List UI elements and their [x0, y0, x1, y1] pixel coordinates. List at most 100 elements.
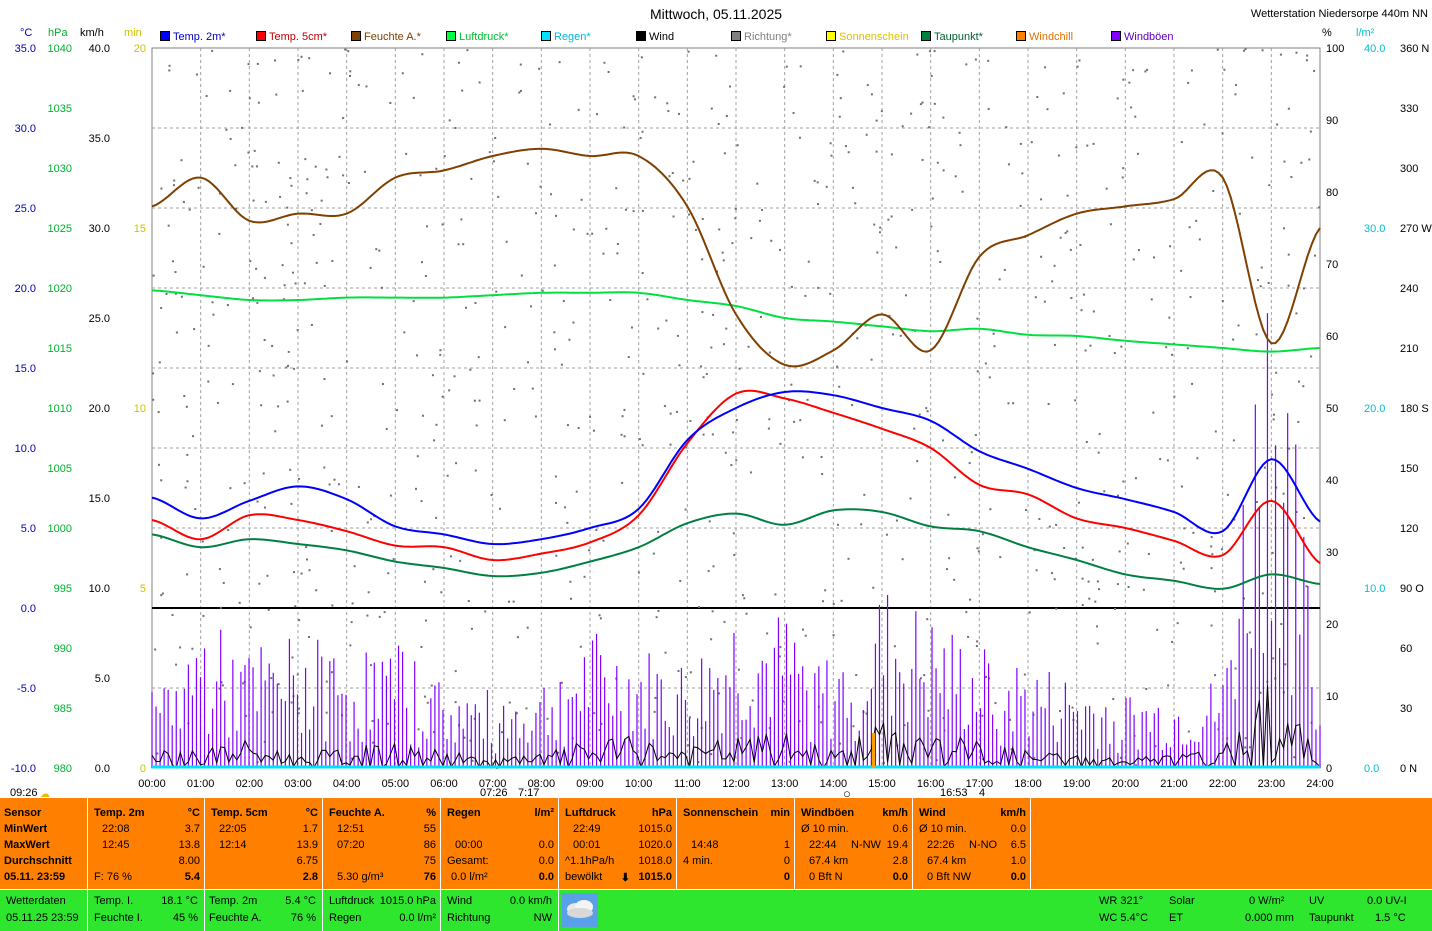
direction-dot [415, 487, 418, 490]
direction-dot [296, 673, 299, 676]
axis-tick-label: 40.0 [1364, 43, 1385, 55]
direction-dot [1088, 597, 1091, 600]
direction-dot [778, 655, 781, 658]
direction-dot [229, 89, 232, 92]
direction-dot [500, 731, 503, 734]
current-col: Temp. 2m 5.4 °C Feuchte A. 76 % [205, 890, 323, 931]
stats-header: Luftdruck [565, 807, 616, 819]
direction-dot [1092, 142, 1095, 145]
direction-dot [638, 438, 641, 441]
legend-swatch [256, 31, 266, 41]
direction-dot [555, 554, 558, 557]
current-datetime: 05.11.25 23:59 [6, 912, 79, 924]
direction-dot [369, 664, 372, 667]
direction-dot [602, 252, 605, 255]
legend-label: Luftdruck* [459, 31, 509, 43]
direction-dot [1168, 316, 1171, 319]
direction-dot [412, 300, 415, 303]
direction-dot [286, 206, 289, 209]
stats-current: 0.0 [892, 871, 908, 883]
direction-dot [790, 285, 793, 288]
sunset-num-label: 4 [979, 787, 986, 799]
direction-dot [876, 251, 879, 254]
x-tick-label: 00:00 [138, 778, 166, 790]
stats-value: 75 [423, 855, 436, 867]
legend-item: Temp. 2m* [160, 31, 226, 43]
direction-dot [160, 307, 163, 310]
axis-tick-label: 0.0 [21, 603, 36, 615]
stats-extra: 0 Bft N [809, 871, 843, 883]
direction-dot [1094, 600, 1097, 603]
chart: 35.0 30.0 25.0 20.0 15.0 10.0 5.0 0.0 -5.0 -10.0 1… [11, 43, 1432, 790]
direction-dot [329, 72, 332, 75]
direction-dot [470, 177, 473, 180]
direction-dot [1118, 550, 1121, 553]
axis-tick-label: 15.0 [89, 493, 110, 505]
stats-time: 22:49 [573, 823, 601, 835]
stats-unit: °C [305, 807, 318, 819]
direction-dot [1295, 511, 1298, 514]
direction-dot [623, 126, 626, 129]
direction-dot [1244, 48, 1247, 51]
direction-dot [609, 299, 612, 302]
direction-dot [1183, 527, 1186, 530]
stats-extra: 0 Bft NW [927, 871, 972, 883]
direction-dot [657, 327, 660, 330]
direction-dot [281, 264, 284, 267]
direction-dot [478, 399, 481, 402]
direction-dot [821, 472, 824, 475]
direction-dot [798, 720, 801, 723]
direction-dot [1284, 663, 1287, 666]
direction-dot [1134, 764, 1137, 767]
direction-dot [824, 589, 827, 592]
direction-dot [432, 731, 435, 734]
direction-dot [723, 152, 726, 155]
direction-dot [558, 61, 561, 64]
sun-mid-label: 7:17 [518, 787, 540, 799]
direction-dot [1033, 757, 1036, 760]
sunrise-left-label: 09:26 [10, 787, 38, 799]
direction-dot [283, 284, 286, 287]
direction-dot [1035, 569, 1038, 572]
direction-dot [320, 199, 323, 202]
direction-dot [271, 345, 274, 348]
direction-dot [568, 338, 571, 341]
direction-dot [337, 483, 340, 486]
direction-dot [290, 701, 293, 704]
direction-dot [899, 334, 902, 337]
stats-dir: N-NO [969, 839, 998, 851]
direction-dot [227, 529, 230, 532]
direction-dot [403, 331, 406, 334]
direction-dot [525, 707, 528, 710]
current-wi-value: 0.0 km/h [509, 895, 552, 907]
direction-dot [1134, 115, 1137, 118]
direction-dot [569, 580, 572, 583]
direction-dot [711, 433, 714, 436]
current-ld-label: Luftdruck [329, 895, 375, 907]
direction-dot [241, 126, 244, 129]
stats-unit: hPa [651, 807, 672, 819]
direction-dot [734, 207, 737, 210]
legend-item: Sonnenschein [826, 31, 909, 43]
direction-dot [761, 208, 764, 211]
direction-dot [330, 529, 333, 532]
x-tick-label: 23:00 [1258, 778, 1286, 790]
direction-dot [156, 752, 159, 755]
direction-dot [1234, 93, 1237, 96]
direction-dot [1195, 219, 1198, 222]
direction-dot [383, 611, 386, 614]
direction-dot [1098, 588, 1101, 591]
direction-dot [174, 292, 177, 295]
stats-col-temp2m: Temp. 2m °C 22:08 3.7 12:45 13.8 8.00 F: 76… [88, 798, 205, 889]
stats-row: 4 min. 0 [681, 855, 790, 871]
direction-dot [435, 167, 438, 170]
axis-tick-label: 20.0 [89, 403, 110, 415]
x-tick-label: 09:00 [576, 778, 604, 790]
stats-row: Gesamt: 0.0 [445, 855, 554, 871]
direction-dot [290, 242, 293, 245]
direction-dot [665, 319, 668, 322]
direction-dot [296, 328, 299, 331]
direction-dot [1130, 106, 1133, 109]
axis-tick-label: 50 [1326, 403, 1338, 415]
stats-value: 2.8 [892, 855, 908, 867]
